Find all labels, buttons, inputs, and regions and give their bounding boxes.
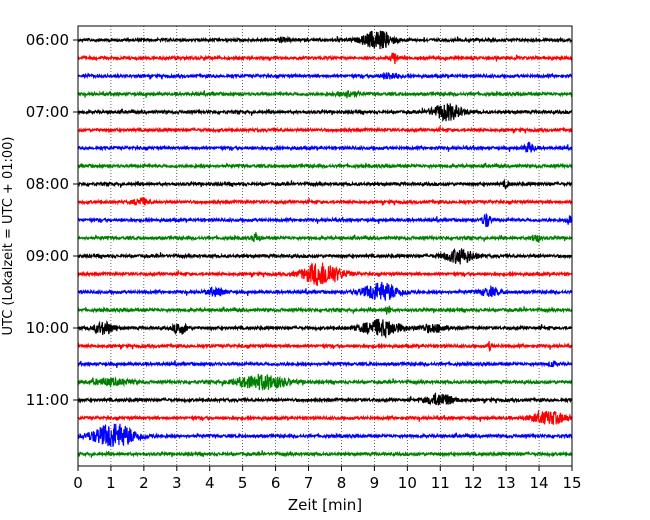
trace-1000 (77, 318, 573, 339)
x-tick-label: 11 (431, 474, 450, 492)
x-tick-label: 7 (304, 474, 314, 492)
y-tick-label: 07:00 (26, 103, 69, 121)
trace-0800 (77, 178, 573, 190)
trace-0615 (77, 52, 573, 65)
trace-0845 (77, 232, 573, 243)
x-axis-label: Zeit [min] (288, 496, 362, 514)
x-tick-label: 12 (464, 474, 483, 492)
x-tick-label: 10 (398, 474, 417, 492)
x-tick-label: 0 (73, 474, 83, 492)
y-tick-label: 10:00 (26, 319, 69, 337)
trace-0645 (77, 89, 573, 99)
trace-1145 (77, 450, 573, 458)
x-tick-label: 4 (205, 474, 215, 492)
y-tick-label: 09:00 (26, 247, 69, 265)
trace-0900 (77, 247, 573, 265)
trace-1045 (77, 373, 573, 392)
y-tick-label: 11:00 (26, 391, 69, 409)
x-tick-label: 5 (238, 474, 248, 492)
trace-0830 (77, 213, 573, 227)
trace-0815 (77, 197, 573, 206)
seismic-traces (77, 30, 573, 458)
trace-1030 (77, 360, 573, 368)
x-tick-label: 6 (271, 474, 281, 492)
trace-0730 (77, 141, 573, 153)
trace-0745 (77, 162, 573, 170)
trace-1015 (77, 341, 573, 352)
x-tick-label: 13 (497, 474, 516, 492)
y-tick-label: 08:00 (26, 175, 69, 193)
x-tick-label: 2 (139, 474, 149, 492)
plot-frame (77, 25, 573, 467)
trace-0600 (77, 30, 573, 50)
trace-0630 (77, 71, 573, 81)
x-tick-label: 3 (172, 474, 182, 492)
y-axis-ticks: 06:00 07:00 08:00 09:00 10:00 11:00 (26, 31, 78, 409)
trace-1100 (77, 392, 573, 406)
y-tick-label: 06:00 (26, 31, 69, 49)
x-tick-label: 15 (562, 474, 581, 492)
y-axis-label: UTC (Lokalzeit = UTC + 01:00) (1, 137, 16, 336)
x-tick-label: 14 (530, 474, 549, 492)
x-axis-ticks: 0 1 2 3 4 5 6 7 8 9 10 11 12 13 14 15 (73, 466, 582, 492)
trace-0715 (77, 126, 573, 134)
trace-1115 (77, 410, 573, 425)
x-tick-label: 1 (106, 474, 116, 492)
trace-0945 (77, 305, 573, 315)
trace-0930 (77, 281, 573, 302)
x-tick-label: 8 (337, 474, 347, 492)
trace-1130 (77, 423, 573, 447)
plot-area (78, 26, 572, 466)
x-tick-label: 9 (370, 474, 380, 492)
trace-0700 (77, 103, 573, 123)
trace-0915 (77, 262, 573, 286)
